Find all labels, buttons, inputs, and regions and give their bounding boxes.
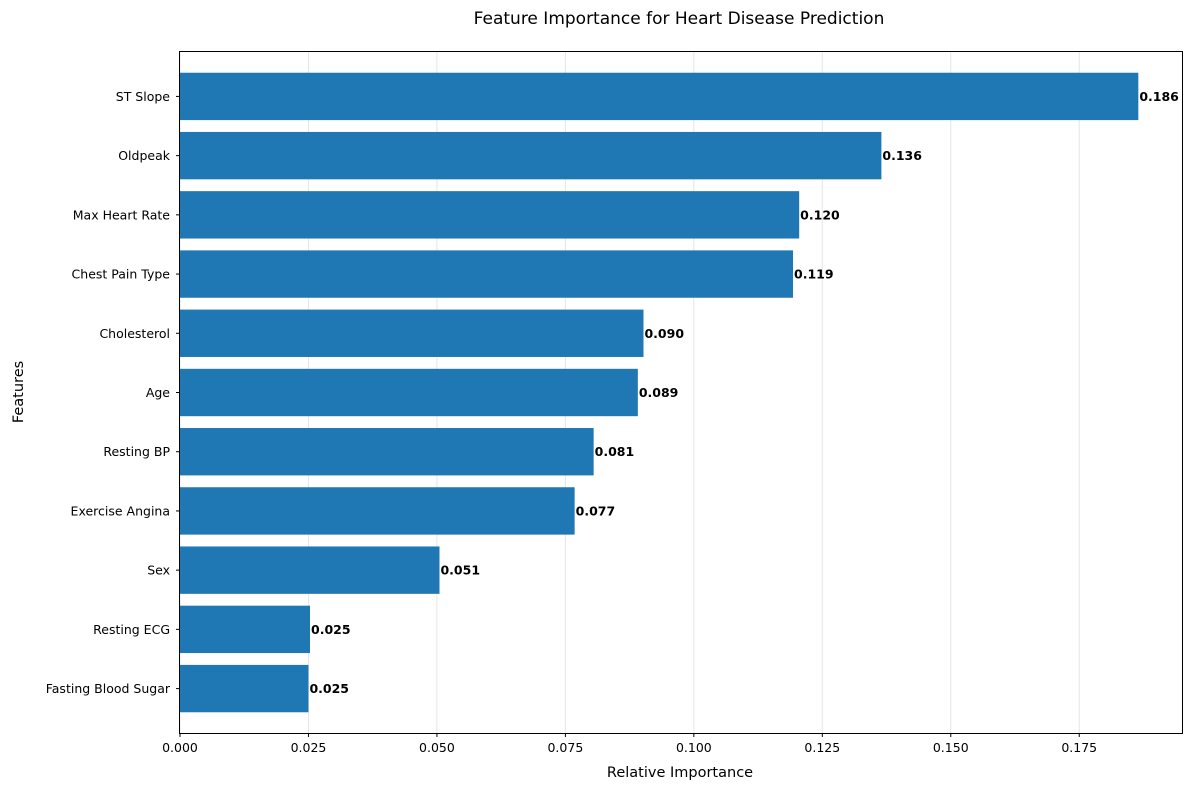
x-tick-label: 0.000 <box>162 740 198 755</box>
bars <box>180 72 1139 713</box>
y-axis: ST Slope Oldpeak Max Heart Rate Chest Pain … <box>46 89 180 696</box>
data-label: 0.186 <box>1139 89 1179 104</box>
y-tick-label: Cholesterol <box>99 326 170 341</box>
x-axis: 0.000 0.025 0.050 0.075 0.100 0.125 0.150 0.175 <box>162 733 1097 755</box>
bar <box>180 191 800 239</box>
data-label: 0.119 <box>794 267 834 282</box>
data-label: 0.025 <box>311 622 351 637</box>
value-labels: 0.186 0.136 0.120 0.119 0.090 0.089 0.081 0.077… <box>309 89 1179 696</box>
bar <box>180 72 1139 121</box>
chart-title: Feature Importance for Heart Disease Pre… <box>474 9 885 29</box>
bar <box>180 664 309 713</box>
bar <box>180 368 638 417</box>
data-label: 0.090 <box>644 326 684 341</box>
data-label: 0.089 <box>639 385 679 400</box>
bar <box>180 309 644 357</box>
x-tick-label: 0.075 <box>547 740 583 755</box>
y-tick-label: Age <box>146 385 170 400</box>
data-label: 0.120 <box>800 207 840 222</box>
bar <box>180 131 882 180</box>
data-label: 0.051 <box>440 563 480 578</box>
data-label: 0.081 <box>595 444 635 459</box>
data-label: 0.136 <box>882 148 922 163</box>
y-tick-label: Fasting Blood Sugar <box>46 681 171 696</box>
x-tick-label: 0.175 <box>1061 740 1097 755</box>
y-axis-label: Features <box>11 361 27 423</box>
y-tick-label: Resting ECG <box>93 622 170 637</box>
plot-area-frame <box>179 51 1183 734</box>
x-tick-label: 0.150 <box>933 740 969 755</box>
y-tick-label: Resting BP <box>103 444 170 459</box>
data-label: 0.025 <box>309 681 349 696</box>
y-tick-label: Exercise Angina <box>71 503 170 518</box>
y-tick-label: Sex <box>147 563 170 578</box>
x-axis-label: Relative Importance <box>607 765 753 781</box>
y-tick-label: ST Slope <box>116 89 171 104</box>
x-tick-label: 0.025 <box>291 740 327 755</box>
data-label: 0.077 <box>576 503 616 518</box>
x-tick-label: 0.050 <box>419 740 455 755</box>
bar <box>180 250 794 298</box>
y-tick-label: Oldpeak <box>118 148 171 163</box>
y-tick-label: Max Heart Rate <box>73 207 171 222</box>
bar <box>180 605 311 654</box>
bar <box>180 428 594 476</box>
y-tick-label: Chest Pain Type <box>72 267 171 282</box>
bar <box>180 487 575 535</box>
x-tick-label: 0.125 <box>804 740 840 755</box>
x-tick-label: 0.100 <box>676 740 712 755</box>
bar <box>180 546 440 594</box>
